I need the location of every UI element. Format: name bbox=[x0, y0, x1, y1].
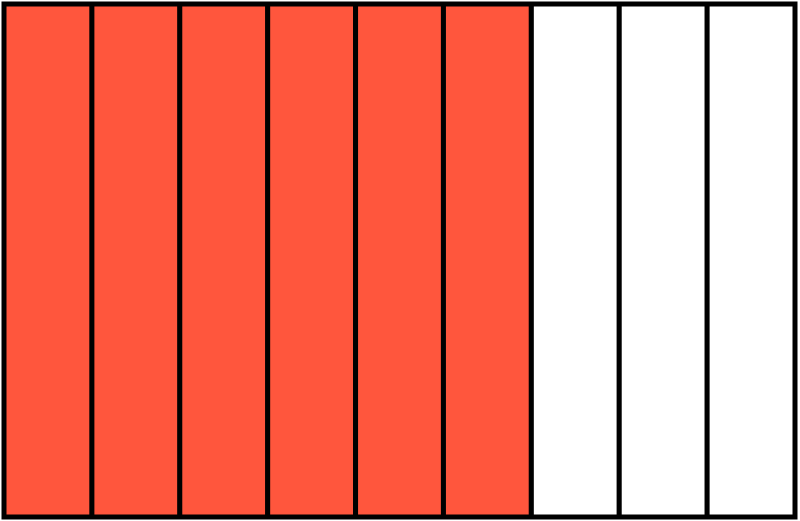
shaded-part bbox=[353, 1, 446, 520]
shaded-part bbox=[1, 1, 95, 520]
unshaded-part bbox=[616, 1, 710, 520]
shaded-part bbox=[177, 1, 271, 520]
unshaded-part bbox=[528, 1, 622, 520]
unshaded-part bbox=[704, 1, 798, 520]
shaded-part bbox=[440, 1, 534, 520]
shaded-part bbox=[89, 1, 183, 520]
shaded-part bbox=[265, 1, 359, 520]
